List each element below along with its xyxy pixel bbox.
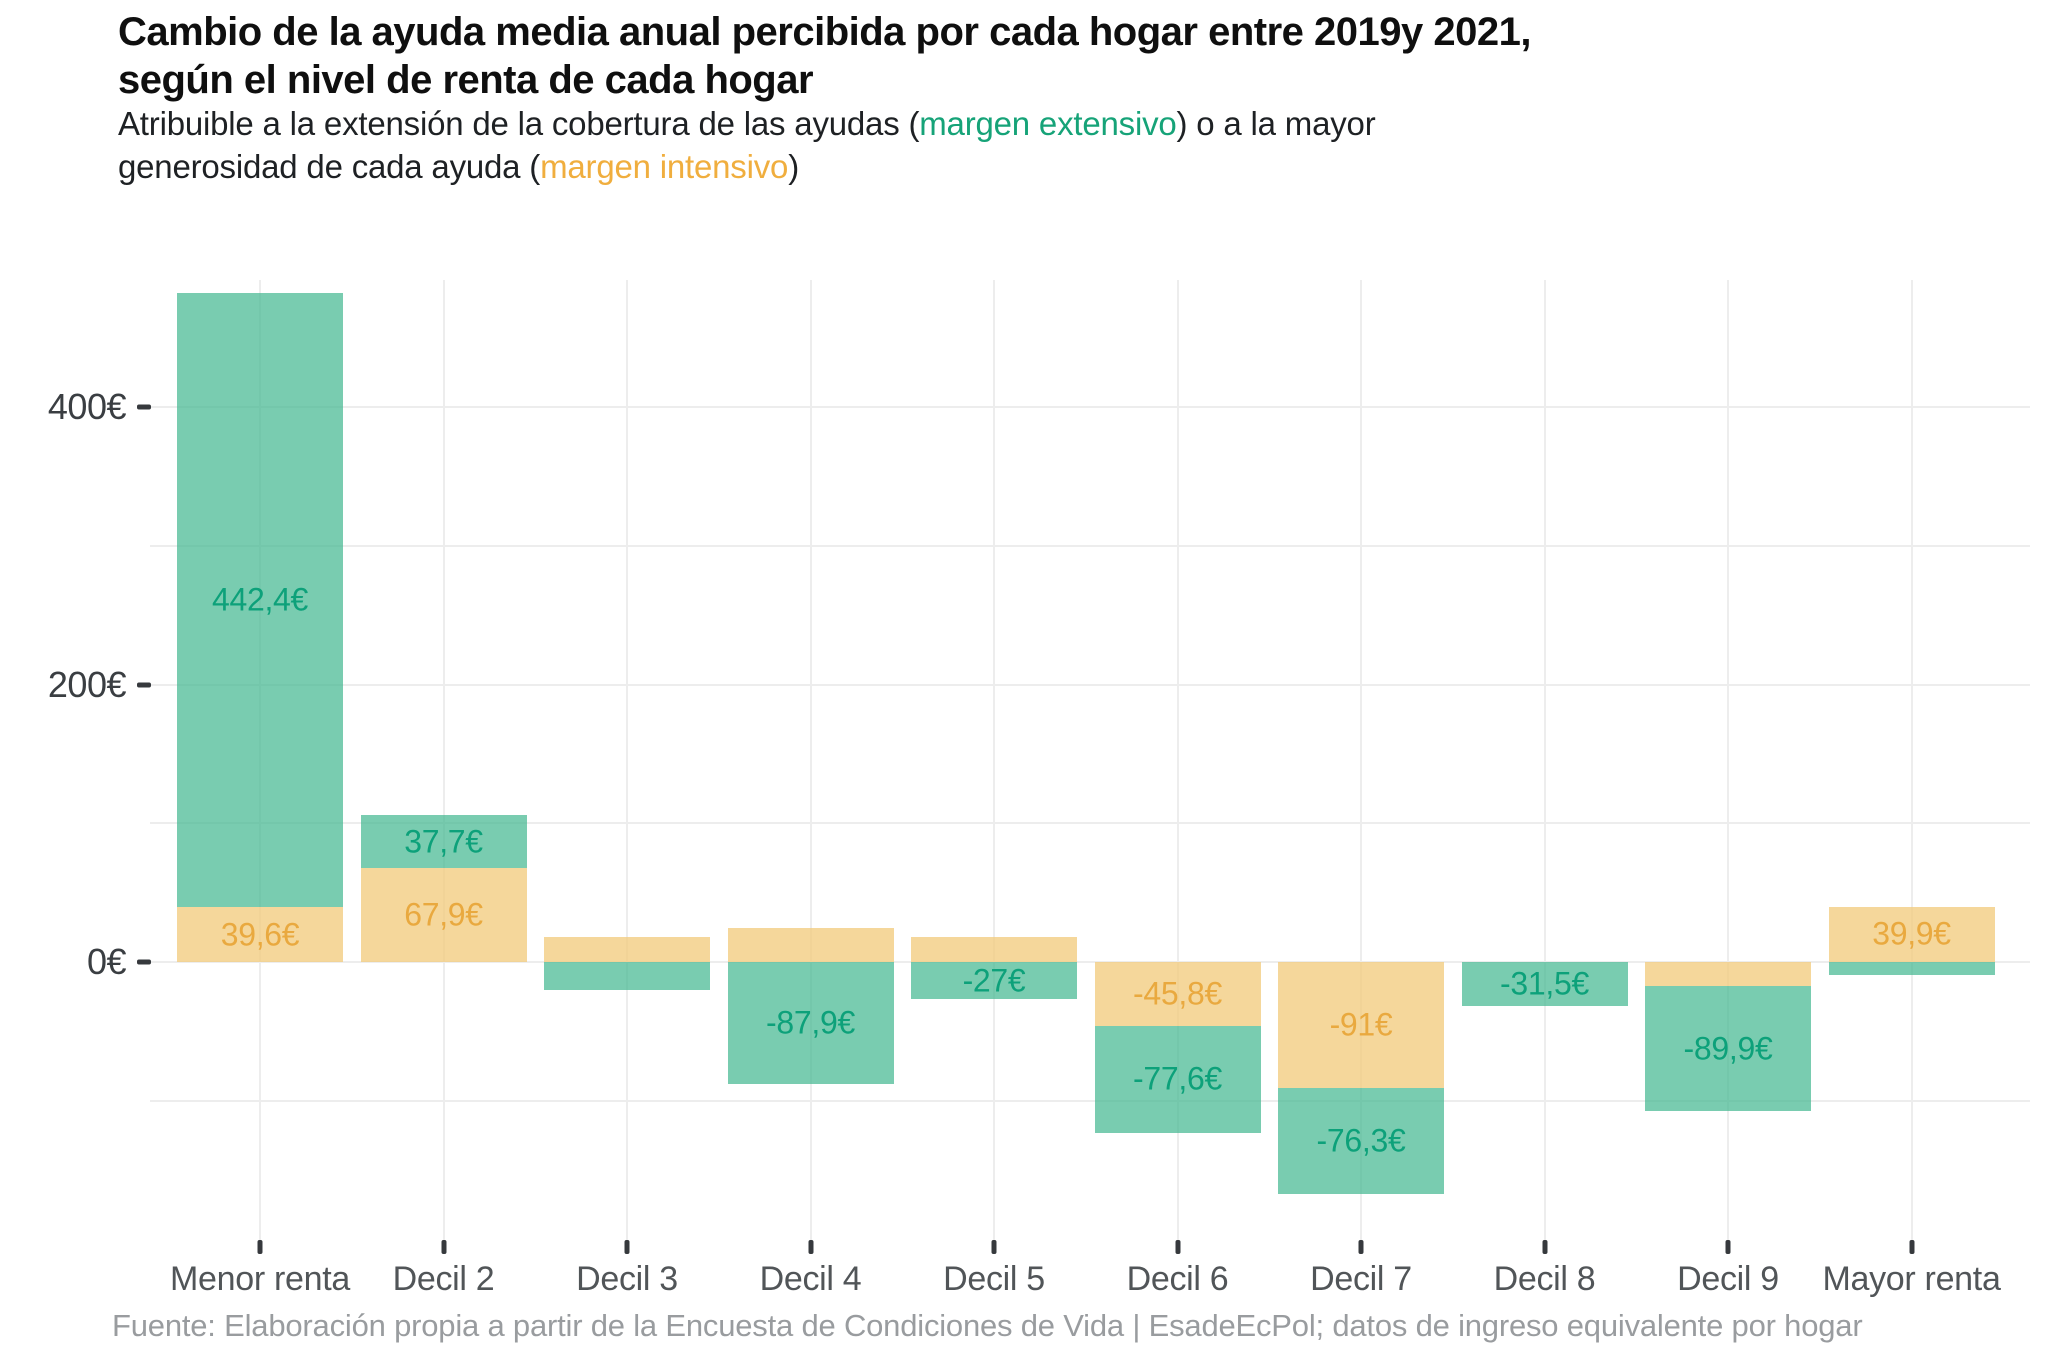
x-axis-tick-mark [441, 1240, 446, 1254]
chart-title-line2: según el nivel de renta de cada hogar [118, 58, 814, 102]
chart-title: Cambio de la ayuda media anual percibida… [118, 8, 1531, 104]
chart-subtitle: Atribuible a la extensión de la cobertur… [118, 103, 1376, 189]
subtitle-text-mid1: ) o a la mayor [1176, 105, 1376, 142]
y-axis-tick-mark [137, 682, 151, 687]
gridline-vertical [993, 280, 995, 1247]
bar-segment-margen-intensivo [1645, 962, 1811, 987]
x-axis-tick-mark [808, 1240, 813, 1254]
x-axis-label: Decil 4 [759, 1260, 862, 1298]
x-axis-label: Mayor renta [1822, 1260, 2001, 1298]
gridline-vertical [626, 280, 628, 1247]
gridline-vertical [1543, 280, 1546, 1247]
bar-segment-margen-extensivo [1645, 986, 1811, 1112]
bar-segment-margen-extensivo [177, 293, 343, 908]
x-axis-tick-mark [257, 1240, 263, 1254]
x-axis-tick-mark [1175, 1240, 1180, 1254]
gridline-vertical [1727, 280, 1729, 1247]
bar-value-label: 67,9€ [404, 896, 483, 933]
x-axis-tick-mark [1725, 1240, 1731, 1254]
bar-segment-margen-intensivo [544, 937, 710, 962]
gridline-vertical [1176, 280, 1179, 1247]
x-axis-label: Decil 6 [1126, 1260, 1229, 1298]
y-axis-tick-mark [137, 404, 151, 410]
gridline-vertical [442, 280, 445, 1247]
gridline-vertical [809, 280, 812, 1247]
bar-value-label: 39,9€ [1872, 915, 1951, 952]
bar-value-label: -31,5€ [1500, 965, 1589, 1002]
bar-value-label: -87,9€ [766, 1004, 855, 1041]
bar-segment-margen-intensivo [911, 937, 1077, 962]
y-axis-tick-label: 0€ [86, 941, 127, 982]
margen-intensivo-highlight: margen intensivo [540, 147, 789, 185]
gridline-vertical [1910, 280, 1913, 1247]
bar-value-label: -77,6€ [1133, 1060, 1222, 1097]
chart-title-line1: Cambio de la ayuda media anual percibida… [118, 10, 1531, 54]
gridline-horizontal [150, 961, 2030, 963]
subtitle-text-close: ) [788, 147, 799, 185]
bar-segment-margen-intensivo [1278, 962, 1444, 1089]
x-axis-label: Decil 5 [943, 1260, 1045, 1298]
bar-segment-margen-extensivo [1094, 1025, 1261, 1134]
bar-segment-margen-intensivo [1828, 906, 1995, 962]
x-axis-label: Decil 9 [1677, 1260, 1779, 1298]
bar-value-label: -76,3€ [1316, 1122, 1406, 1159]
bar-value-label: -27€ [962, 962, 1026, 999]
x-axis-label: Decil 2 [392, 1260, 495, 1298]
bar-segment-margen-intensivo [360, 867, 527, 962]
bar-value-label: 39,6€ [220, 916, 300, 953]
gridline-horizontal [150, 544, 2030, 547]
x-axis-label: Decil 3 [576, 1260, 678, 1298]
bar-segment-margen-extensivo [911, 962, 1077, 1000]
bar-segment-margen-extensivo [727, 962, 894, 1084]
bar-segment-margen-extensivo [360, 815, 527, 868]
x-axis-tick-mark [1909, 1240, 1914, 1254]
bar-segment-margen-extensivo [1278, 1088, 1444, 1195]
gridline-horizontal [150, 683, 2030, 686]
x-axis-label: Decil 7 [1310, 1260, 1412, 1298]
y-axis-tick-label: 400€ [47, 386, 127, 427]
gridline-vertical [1360, 280, 1362, 1247]
subtitle-text-pre: Atribuible a la extensión de la cobertur… [118, 105, 920, 142]
x-axis-tick-mark [1358, 1240, 1364, 1254]
bar-segment-margen-extensivo [1461, 962, 1628, 1006]
bar-value-label: 37,7€ [404, 823, 483, 860]
bar-value-label: -45,8€ [1133, 975, 1222, 1012]
x-axis-tick-mark [624, 1240, 630, 1254]
bar-segment-margen-extensivo [544, 962, 710, 990]
bar-value-label: 442,4€ [211, 581, 309, 618]
bar-segment-margen-intensivo [177, 907, 343, 962]
margen-extensivo-highlight: margen extensivo [919, 105, 1177, 142]
x-axis-label: Decil 8 [1493, 1260, 1596, 1298]
subtitle-text-mid2: generosidad de cada ayuda ( [118, 147, 541, 185]
y-axis-tick-label: 200€ [47, 663, 127, 705]
gridline-horizontal [150, 406, 2030, 408]
bar-segment-margen-intensivo [727, 928, 894, 962]
gridline-horizontal [150, 1099, 2030, 1102]
bar-value-label: -91€ [1329, 1006, 1393, 1043]
bar-segment-margen-extensivo [1828, 962, 1995, 976]
bar-value-label: -89,9€ [1683, 1030, 1773, 1067]
x-axis-tick-mark [1542, 1240, 1547, 1254]
gridline-horizontal [150, 822, 2030, 825]
x-axis-label: Menor renta [169, 1260, 351, 1298]
source-footer: Fuente: Elaboración propia a partir de l… [112, 1308, 1863, 1343]
x-axis-tick-mark [991, 1240, 997, 1254]
bar-segment-margen-intensivo [1094, 962, 1261, 1026]
y-axis-tick-mark [137, 959, 151, 965]
